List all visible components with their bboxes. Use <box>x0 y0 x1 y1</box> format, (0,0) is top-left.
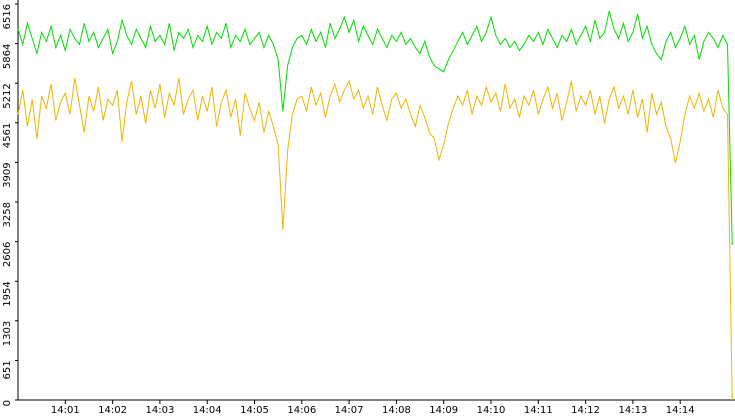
x-tick-label: 14:07 <box>335 405 364 415</box>
x-tick-label: 14:04 <box>193 405 222 415</box>
y-tick-label: 4561 <box>2 123 13 148</box>
x-tick-label: 14:14 <box>666 405 695 415</box>
x-tick-label: 14:11 <box>524 405 553 415</box>
y-tick-label: 5864 <box>2 44 13 69</box>
y-tick-label: 3909 <box>2 162 13 187</box>
x-tick-label: 14:09 <box>429 405 458 415</box>
x-tick-label: 14:12 <box>571 405 600 415</box>
x-tick-label: 14:08 <box>382 405 411 415</box>
x-tick-label: 14:10 <box>477 405 506 415</box>
y-tick-label: 5212 <box>2 83 13 108</box>
y-tick-label: 1303 <box>2 321 13 346</box>
x-tick-label: 14:01 <box>51 405 80 415</box>
series-line <box>17 77 733 401</box>
series-line <box>17 10 733 246</box>
y-tick-label: 2606 <box>2 242 13 267</box>
x-tick-label: 14:13 <box>618 405 647 415</box>
y-tick-label: 1954 <box>2 281 13 306</box>
y-tick-label: 651 <box>2 360 13 379</box>
x-tick-label: 14:03 <box>145 405 174 415</box>
x-tick-label: 14:05 <box>240 405 269 415</box>
y-tick-label: 0 <box>2 400 13 406</box>
y-tick-label: 6516 <box>2 4 13 29</box>
x-tick-label: 14:02 <box>98 405 127 415</box>
y-tick-label: 3258 <box>2 202 13 227</box>
x-tick-label: 14:06 <box>287 405 316 415</box>
